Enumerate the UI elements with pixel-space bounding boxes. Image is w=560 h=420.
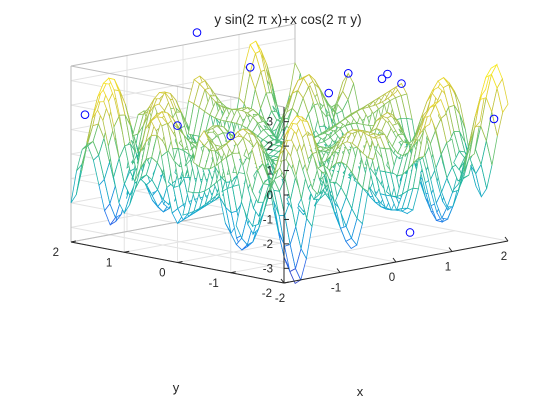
z-tick-label: 3: [267, 117, 273, 129]
x-tick: [448, 247, 453, 252]
z-tick-label: 2: [267, 141, 273, 153]
y-axis-label: y: [173, 380, 180, 395]
x-tick-label: 1: [445, 262, 451, 274]
marker-circle: [80, 110, 90, 120]
y-tick: [230, 271, 236, 274]
marker-points: [80, 28, 499, 237]
marker-circle: [397, 79, 406, 88]
box-edge: [70, 23, 296, 67]
marker-circle: [173, 121, 182, 130]
mesh-surface: [70, 40, 509, 284]
y-tick-label: 1: [106, 257, 112, 269]
marker-circle: [343, 69, 353, 78]
z-tick-label: 0: [267, 190, 273, 202]
z-tick-label: -1: [263, 214, 273, 226]
z-tick-label: 1: [267, 166, 273, 178]
marker-circle: [324, 88, 334, 98]
marker-circle: [377, 74, 387, 84]
z-tick-label: -3: [263, 263, 273, 275]
x-tick: [504, 236, 509, 242]
marker-circle: [383, 69, 392, 79]
z-tick-label: -2: [263, 239, 273, 251]
x-tick-label: -2: [275, 293, 285, 305]
axes-front: -3 -2 -1 0 1 2 3 -2 -1 0 1 2 -2 -1 0 1 2: [53, 107, 509, 305]
y-tick: [124, 250, 130, 253]
y-tick-label: -1: [209, 278, 219, 290]
marker-circle: [405, 228, 415, 237]
chart-title: y sin(2 π x)+x cos(2 π y): [214, 12, 361, 27]
y-tick: [70, 240, 77, 243]
marker-circle: [245, 62, 255, 72]
mesh-cell: [496, 77, 509, 114]
wall-gridline: [70, 226, 285, 269]
x-tick: [280, 278, 285, 284]
marker-circle: [192, 28, 202, 37]
y-tick-label: 2: [53, 247, 59, 259]
y-tick-label: 0: [159, 268, 165, 280]
x-axis-label: x: [357, 384, 364, 399]
y-tick: [283, 281, 290, 284]
x-tick: [392, 257, 397, 263]
y-tick: [177, 261, 183, 263]
marker-circle: [226, 131, 236, 141]
y-tick-label: -2: [262, 288, 272, 300]
x-tick-label: 0: [389, 272, 395, 284]
marker-circle: [489, 114, 499, 124]
x-tick-label: 2: [501, 251, 507, 263]
x-tick-label: -1: [331, 283, 341, 295]
x-tick: [336, 268, 341, 273]
